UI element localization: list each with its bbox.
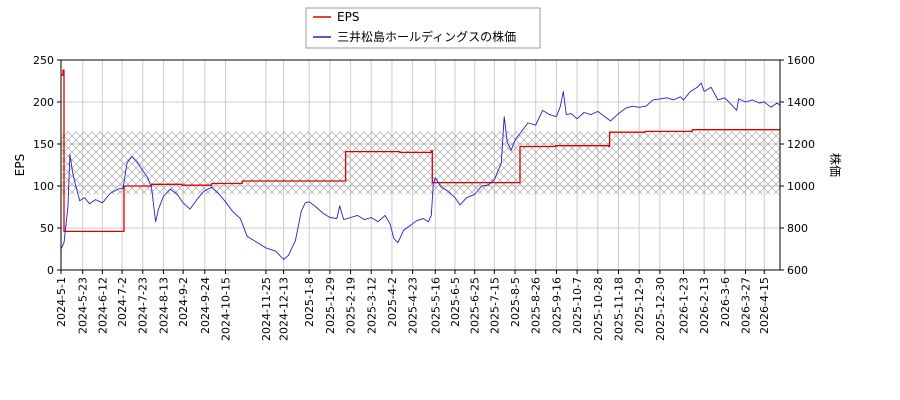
- right-axis: 600 800 1000 1200 1400 1600: [780, 54, 815, 277]
- legend: EPS 三井松島ホールディングスの株価: [305, 7, 541, 49]
- x-tick-label: 2025-12-30: [654, 277, 667, 341]
- x-tick-label: 2026-2-13: [698, 277, 711, 334]
- right-tick-label: 1400: [787, 96, 815, 109]
- x-tick-label: 2025-9-16: [550, 277, 563, 334]
- right-axis-title: 株価: [828, 153, 843, 177]
- legend-box: [305, 7, 541, 49]
- x-tick-label: 2024-6-12: [96, 277, 109, 334]
- left-axis-title: EPS: [13, 154, 27, 176]
- x-tick-label: 2024-10-15: [219, 277, 232, 341]
- left-tick-label: 100: [33, 180, 54, 193]
- x-tick-label: 2024-9-24: [199, 277, 212, 334]
- x-tick-label: 2024-8-13: [157, 277, 170, 334]
- x-tick-label: 2026-3-6: [719, 277, 732, 327]
- plot-frame: [60, 59, 781, 271]
- left-axis: 0 50 100 150 200 250: [33, 54, 61, 277]
- x-tick-label: 2025-11-18: [612, 277, 625, 341]
- x-tick-label: 2024-9-2: [177, 277, 190, 327]
- x-tick-label: 2025-2-19: [345, 277, 358, 334]
- left-tick-label: 200: [33, 96, 54, 109]
- x-tick-label: 2025-12-9: [633, 277, 646, 334]
- x-tick-label: 2025-8-5: [509, 277, 522, 327]
- x-tick-label: 2025-4-23: [407, 277, 420, 334]
- right-tick-label: 1000: [787, 180, 815, 193]
- x-tick-label: 2025-6-5: [449, 277, 462, 327]
- x-tick-label: 2025-1-29: [324, 277, 337, 334]
- x-tick-label: 2026-1-23: [677, 277, 690, 334]
- left-tick-label: 250: [33, 54, 54, 67]
- right-tick-label: 600: [787, 264, 808, 277]
- x-tick-label: 2025-10-7: [571, 277, 584, 334]
- x-tick-label: 2024-7-23: [137, 277, 150, 334]
- eps-line: [61, 69, 780, 233]
- right-tick-label: 800: [787, 222, 808, 235]
- x-tick-label: 2026-4-15: [758, 277, 771, 334]
- x-tick-label: 2025-4-2: [386, 277, 399, 327]
- x-tick-label: 2025-5-16: [429, 277, 442, 334]
- left-tick-label: 150: [33, 138, 54, 151]
- x-tick-label: 2025-7-15: [488, 277, 501, 334]
- x-tick-label: 2024-5-1: [55, 277, 68, 327]
- x-axis: 2024-5-1 2024-5-23 2024-6-12 2024-7-2 2024-7…: [55, 270, 771, 341]
- left-tick-label: 0: [47, 264, 54, 277]
- x-tick-label: 2025-3-12: [365, 277, 378, 334]
- x-tick-label: 2024-7-2: [116, 277, 129, 327]
- x-tick-label: 2025-10-28: [592, 277, 605, 341]
- legend-label-price: 三井松島ホールディングスの株価: [337, 29, 516, 44]
- right-tick-label: 1600: [787, 54, 815, 67]
- series-lines: [61, 69, 780, 260]
- x-tick-label: 2025-6-25: [469, 277, 482, 334]
- x-tick-label: 2025-1-8: [303, 277, 316, 327]
- left-tick-label: 50: [40, 222, 54, 235]
- legend-label-eps: EPS: [337, 10, 359, 24]
- x-tick-label: 2024-11-25: [260, 277, 273, 341]
- x-tick-label: 2026-3-27: [740, 277, 753, 334]
- x-tick-label: 2024-12-13: [278, 277, 291, 341]
- stock-price-line: [61, 82, 780, 260]
- x-tick-label: 2024-5-23: [77, 277, 90, 334]
- x-tick-label: 2025-8-26: [530, 277, 543, 334]
- right-tick-label: 1200: [787, 138, 815, 151]
